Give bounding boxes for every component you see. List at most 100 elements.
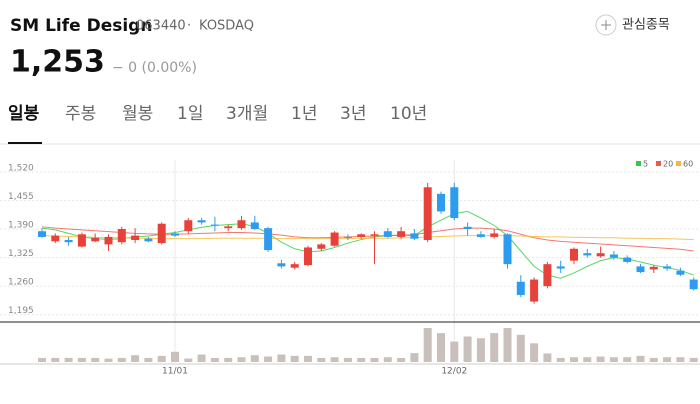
volume-bar — [543, 353, 552, 362]
volume-bar — [649, 357, 658, 362]
volume-bar — [171, 351, 179, 362]
candle-body — [423, 187, 432, 240]
volume-bar — [290, 355, 299, 362]
volume-bar — [463, 336, 472, 362]
tab[interactable]: 주봉 — [65, 104, 96, 124]
volume-bar — [609, 357, 618, 362]
moving-average-line — [41, 235, 694, 241]
y-tick-label: 1,260 — [8, 278, 34, 288]
tab[interactable]: 1년 — [291, 104, 317, 124]
volume-bar — [277, 354, 286, 362]
candle-body — [224, 226, 233, 229]
volume-bar — [450, 341, 459, 362]
volume-bar — [330, 357, 339, 362]
tabs: 일봉 주봉 월봉 1일 3개월 1년 3년 10년 — [8, 104, 427, 124]
volume-bar — [317, 357, 326, 362]
tab[interactable]: 일봉 — [8, 104, 40, 124]
volume-bar — [104, 358, 113, 362]
tab[interactable]: 3년 — [340, 104, 366, 124]
candle-body — [383, 231, 392, 237]
volume-bar — [64, 357, 73, 362]
volume-bar — [596, 356, 605, 362]
volume-bar — [490, 333, 499, 362]
candle-body — [304, 247, 312, 266]
volume-bar — [131, 355, 140, 362]
candle-body — [38, 231, 46, 237]
legend-swatch — [676, 161, 681, 166]
candle-body — [503, 234, 512, 265]
candle-body — [64, 240, 73, 243]
candle-body — [649, 266, 658, 270]
volume-bar — [570, 357, 578, 362]
volume-bar — [636, 355, 645, 362]
volume-bar — [423, 328, 432, 362]
volume-bar — [117, 357, 126, 362]
candle-body — [676, 270, 685, 275]
candle-body — [370, 234, 379, 236]
candle-body — [330, 232, 339, 246]
candle-body — [264, 228, 273, 251]
candle-body — [663, 266, 672, 269]
candle-body — [516, 281, 525, 295]
candle-body — [623, 257, 632, 262]
volume-bar — [51, 357, 60, 362]
chart: 1,195 1,260 1,325 1,390 1,455 1,520 11/01 12/02… — [0, 160, 700, 377]
volume-bar — [38, 357, 46, 362]
volume-bar — [437, 333, 445, 362]
candle-body — [437, 193, 445, 212]
candle-body — [237, 220, 246, 229]
candle-body — [397, 231, 406, 237]
volume-bar — [91, 357, 100, 362]
candle-body — [689, 279, 698, 290]
candle-body — [636, 266, 645, 273]
legend-swatch — [636, 161, 641, 166]
x-tick-label: 12/02 — [441, 367, 467, 377]
volume-bar — [476, 338, 485, 362]
x-tick-label: 11/01 — [162, 367, 188, 377]
volume-bar — [689, 357, 698, 362]
candle-body — [530, 279, 539, 302]
volume-bar — [304, 355, 312, 362]
candle-body — [490, 233, 499, 237]
candle-body — [596, 253, 605, 257]
tab[interactable]: 월봉 — [122, 104, 153, 124]
moving-average-line — [41, 226, 694, 252]
candle-body — [171, 233, 179, 236]
volume-bar — [237, 357, 246, 362]
candle-body — [543, 264, 552, 287]
tab[interactable]: 3개월 — [226, 104, 268, 124]
stock-name: SM Life Design — [10, 16, 152, 36]
volume-bar — [264, 356, 273, 362]
tab[interactable]: 10년 — [390, 104, 427, 124]
separator: · — [187, 19, 191, 34]
volume-bar — [184, 358, 193, 362]
candle-body — [583, 253, 592, 256]
candle-body — [197, 220, 206, 223]
candle-body — [556, 266, 565, 269]
candle-body — [357, 234, 366, 237]
candle-body — [343, 236, 352, 238]
volume-bar — [157, 355, 166, 362]
volume-bar — [370, 357, 379, 362]
candle-body — [51, 235, 60, 242]
candle-body — [463, 226, 472, 230]
watch-button[interactable]: 관심종목 — [595, 14, 670, 36]
candle-body — [184, 220, 193, 232]
candle-body — [609, 254, 618, 258]
volume-bar — [343, 357, 352, 362]
volume-bar — [197, 354, 206, 362]
candle-body — [317, 244, 326, 249]
candle-body — [210, 224, 219, 226]
volume-bar — [583, 357, 592, 362]
candle-body — [104, 236, 113, 245]
tab[interactable]: 1일 — [177, 104, 203, 124]
stock-code: 063440 — [136, 19, 186, 34]
candle-body — [144, 238, 153, 242]
price: 1,253 — [10, 45, 105, 80]
volume-bar — [357, 357, 366, 362]
candle-body — [570, 248, 578, 261]
y-tick-label: 1,390 — [8, 221, 34, 231]
volume-bar — [530, 343, 539, 362]
volume-bar — [623, 357, 632, 362]
